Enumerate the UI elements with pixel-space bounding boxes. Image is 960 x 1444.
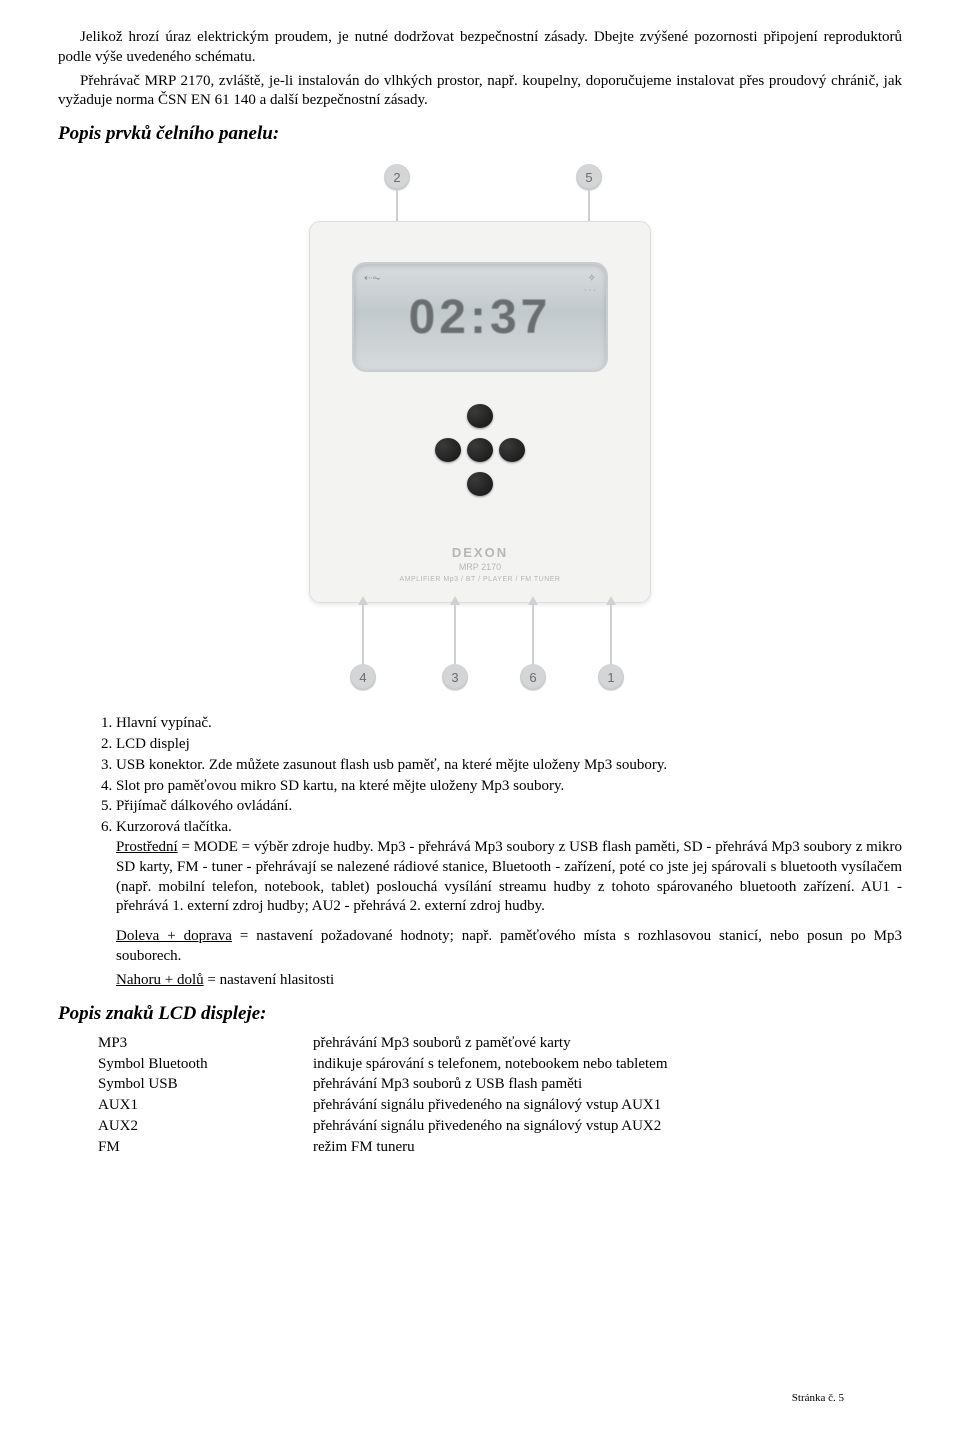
device-model: MRP 2170 (310, 562, 650, 574)
panel-item-list: Hlavní vypínač. LCD displej USB konektor… (98, 714, 902, 917)
arrowhead-icon (528, 596, 538, 605)
callout-line (454, 604, 456, 664)
lcd-key: AUX2 (98, 1117, 313, 1137)
lcd-icon-usb: ⇠⏦ (364, 272, 381, 285)
lcd-sample-text: 02:37 (409, 286, 552, 349)
up-down-text: = nastavení hlasitosti (204, 972, 335, 988)
arrowhead-icon (450, 596, 460, 605)
callout-2: 2 (384, 164, 410, 190)
list-item-4: Slot pro paměťovou mikro SD kartu, na kt… (116, 777, 902, 797)
list-item-5: Přijímač dálkového ovládání. (116, 797, 902, 817)
page-number: Stránka č. 5 (792, 1391, 844, 1406)
lcd-value: režim FM tuneru (313, 1138, 415, 1158)
lcd-table-row: MP3přehrávání Mp3 souborů z paměťové kar… (98, 1034, 902, 1054)
device-subline: AMPLIFIER Mp3 / BT / PLAYER / FM TUNER (310, 575, 650, 584)
mode-text: = MODE = výběr zdroje hudby. Mp3 - přehr… (116, 839, 902, 914)
button-left[interactable] (435, 438, 461, 462)
list-item-6: Kurzorová tlačítka. Prostřední = MODE = … (116, 818, 902, 917)
button-up[interactable] (467, 404, 493, 428)
callout-line (610, 604, 612, 664)
mode-label: Prostřední (116, 839, 178, 855)
lcd-value: přehrávání signálu přivedeného na signál… (313, 1096, 661, 1116)
section-title-lcd: Popis znaků LCD displeje: (58, 1001, 902, 1026)
list-item-6-title: Kurzorová tlačítka. (116, 819, 232, 835)
lcd-table-row: AUX1přehrávání signálu přivedeného na si… (98, 1096, 902, 1116)
lcd-value: přehrávání signálu přivedeného na signál… (313, 1117, 661, 1137)
device-body: ⇠⏦ ✧ · · · 02:37 DEXON MRP 2170 AMPLIFIE… (310, 222, 650, 602)
callout-line (362, 604, 364, 664)
lcd-key: Symbol Bluetooth (98, 1055, 313, 1075)
intro-paragraph-1: Jelikož hrozí úraz elektrickým proudem, … (58, 28, 902, 68)
lcd-table-row: AUX2přehrávání signálu přivedeného na si… (98, 1117, 902, 1137)
arrowhead-icon (606, 596, 616, 605)
left-right-label: Doleva + doprava (116, 928, 232, 944)
lcd-table-row: FMrežim FM tuneru (98, 1138, 902, 1158)
list-item-2: LCD displej (116, 735, 902, 755)
callout-6: 6 (520, 664, 546, 690)
intro-paragraph-2: Přehrávač MRP 2170, zvláště, je-li insta… (58, 72, 902, 112)
list-item-3: USB konektor. Zde můžete zasunout flash … (116, 756, 902, 776)
up-down-sub: Nahoru + dolů = nastavení hlasitosti (116, 971, 902, 991)
list-item-1: Hlavní vypínač. (116, 714, 902, 734)
panel-diagram: 2 5 ⇠⏦ ✧ · · · 02:37 DEXON MRP 2170 AMPL… (220, 164, 740, 694)
lcd-icon-antenna: ✧ (588, 272, 596, 285)
section-title-panel: Popis prvků čelního panelu: (58, 121, 902, 146)
cursor-buttons (445, 404, 515, 524)
lcd-table-row: Symbol USBpřehrávání Mp3 souborů z USB f… (98, 1075, 902, 1095)
lcd-key: AUX1 (98, 1096, 313, 1116)
lcd-table-row: Symbol Bluetoothindikuje spárování s tel… (98, 1055, 902, 1075)
lcd-key: MP3 (98, 1034, 313, 1054)
lcd-key: Symbol USB (98, 1075, 313, 1095)
arrowhead-icon (358, 596, 368, 605)
callout-5: 5 (576, 164, 602, 190)
device-brand: DEXON (310, 544, 650, 561)
left-right-sub: Doleva + doprava = nastavení požadované … (116, 927, 902, 967)
lcd-signs-table: MP3přehrávání Mp3 souborů z paměťové kar… (98, 1034, 902, 1158)
callout-4: 4 (350, 664, 376, 690)
up-down-label: Nahoru + dolů (116, 972, 204, 988)
callout-line (532, 604, 534, 664)
left-right-text: = nastavení požadované hodnoty; např. pa… (116, 928, 902, 964)
button-mode[interactable] (467, 438, 493, 462)
callout-3: 3 (442, 664, 468, 690)
lcd-screen: ⇠⏦ ✧ · · · 02:37 (352, 262, 608, 372)
lcd-key: FM (98, 1138, 313, 1158)
lcd-value: indikuje spárování s telefonem, notebook… (313, 1055, 668, 1075)
lcd-icon-dots: · · · (584, 286, 596, 297)
lcd-value: přehrávání Mp3 souborů z paměťové karty (313, 1034, 571, 1054)
callout-1: 1 (598, 664, 624, 690)
lcd-value: přehrávání Mp3 souborů z USB flash pamět… (313, 1075, 582, 1095)
button-right[interactable] (499, 438, 525, 462)
button-down[interactable] (467, 472, 493, 496)
device-label-block: DEXON MRP 2170 AMPLIFIER Mp3 / BT / PLAY… (310, 544, 650, 584)
